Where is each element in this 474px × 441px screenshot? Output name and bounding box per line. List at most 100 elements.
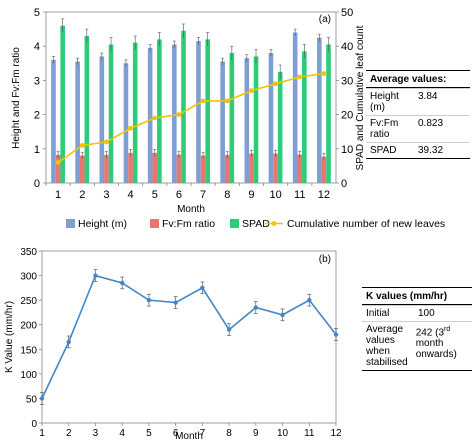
bar	[84, 35, 90, 183]
x-tick-label: 10	[277, 428, 289, 439]
bar	[292, 32, 298, 183]
bar	[220, 61, 225, 184]
panel-a-legend: Height (m) Fv:Fm ratio SPAD Cumulative numb…	[66, 218, 445, 230]
avg-spad-label: SPAD	[370, 145, 397, 156]
bar	[132, 42, 138, 183]
average-values-table: Average values: Height (m) 3.84 Fv:Fm ra…	[366, 70, 470, 159]
bar	[181, 30, 186, 184]
y2-tick-label: 50	[341, 7, 353, 19]
panel-b-y-axis-title: K Value (mm/hr)	[4, 301, 15, 373]
x-tick-label: 1	[55, 189, 61, 201]
x-tick-label: 12	[318, 189, 330, 201]
avg-height-label: Height (m)	[370, 91, 399, 113]
x-tick-label: 6	[176, 189, 182, 201]
x-tick-label: 8	[226, 428, 232, 439]
x-tick-label: 10	[269, 189, 281, 201]
data-point	[280, 312, 285, 318]
y2-tick-label: 40	[341, 41, 353, 53]
data-point	[176, 112, 182, 117]
avg-spad-value: 39.32	[418, 145, 444, 156]
panel-a-y2-axis-title: SPAD and Cumulative leaf count	[355, 25, 366, 170]
table-row: SPAD 39.32	[366, 142, 470, 158]
bar	[302, 51, 307, 183]
bar	[79, 155, 85, 183]
legend-label: Height (m)	[78, 218, 127, 230]
bar	[326, 44, 331, 183]
y-tick-label: 250	[20, 296, 37, 307]
y2-tick-label: 30	[341, 75, 353, 87]
bar	[321, 156, 327, 183]
y-tick-label: 350	[20, 247, 37, 258]
bar	[75, 61, 80, 184]
legend-marker	[271, 221, 277, 226]
table-row: Average values when stabilised 242 (3rd …	[362, 321, 472, 370]
data-point	[55, 160, 61, 165]
panel-a-y-axis-title: Height and Fv:Fm ratio	[11, 47, 22, 149]
table-row: Height (m) 3.84	[366, 88, 470, 115]
y-tick-label: 4	[34, 41, 40, 53]
x-tick-label: 7	[200, 189, 206, 201]
data-point	[173, 300, 178, 305]
panel-b-x-axis-title: Month	[175, 431, 203, 441]
bar	[200, 155, 206, 183]
y-tick-label: 300	[20, 272, 37, 283]
average-values-title: Average values:	[366, 71, 470, 88]
bar	[60, 25, 65, 184]
data-point	[66, 339, 71, 345]
bar	[108, 44, 114, 183]
bar	[277, 71, 283, 183]
x-tick-label: 3	[93, 428, 99, 439]
k-initial-value: 100	[418, 308, 435, 319]
x-tick-label: 12	[330, 428, 342, 439]
data-point	[79, 142, 85, 148]
x-tick-label: 3	[103, 189, 109, 201]
avg-fvfm-value: 0.823	[418, 118, 444, 129]
data-point	[224, 98, 230, 104]
data-point	[104, 139, 109, 145]
y-tick-label: 200	[20, 321, 37, 332]
x-tick-label: 9	[248, 189, 254, 201]
k-values-table: K values (mm/hr) Initial 100 Average val…	[362, 287, 472, 371]
bar	[244, 58, 250, 183]
x-tick-label: 1	[39, 428, 45, 439]
bar	[229, 53, 235, 183]
data-point	[200, 98, 206, 104]
bar	[147, 47, 153, 183]
series-line-cumulative-leaves	[57, 72, 325, 164]
bar	[249, 153, 254, 183]
data-point	[273, 81, 278, 87]
x-tick-label: 11	[304, 428, 315, 439]
data-point	[307, 297, 312, 303]
x-tick-label: 2	[79, 189, 85, 201]
y-tick-label: 50	[26, 394, 38, 405]
series-line-k-value	[41, 274, 337, 399]
bar	[297, 154, 303, 183]
y2-tick-label: 0	[341, 178, 347, 190]
k-average-label: Average values when stabilised	[366, 324, 408, 368]
bar	[104, 154, 109, 183]
data-point	[333, 332, 339, 337]
y-tick-label: 150	[20, 345, 37, 356]
bar	[176, 154, 182, 183]
panel-a-label: (a)	[319, 14, 331, 25]
bar	[273, 153, 278, 183]
x-tick-label: 5	[146, 428, 152, 439]
bar	[224, 154, 230, 183]
k-initial-label: Initial	[366, 308, 390, 319]
bar	[51, 59, 56, 183]
x-tick-label: 7	[200, 428, 206, 439]
x-tick-label: 2	[66, 428, 72, 439]
table-row: Fv:Fm ratio 0.823	[366, 115, 470, 142]
bar	[55, 154, 61, 183]
x-tick-label: 11	[294, 189, 305, 201]
bar	[172, 44, 177, 183]
bar	[268, 53, 274, 183]
legend-label: SPAD	[242, 218, 270, 230]
avg-height-value: 3.84	[418, 91, 438, 102]
x-tick-label: 5	[152, 189, 158, 201]
data-point	[253, 305, 259, 310]
panel-a-x-axis-title: Month	[177, 204, 205, 215]
